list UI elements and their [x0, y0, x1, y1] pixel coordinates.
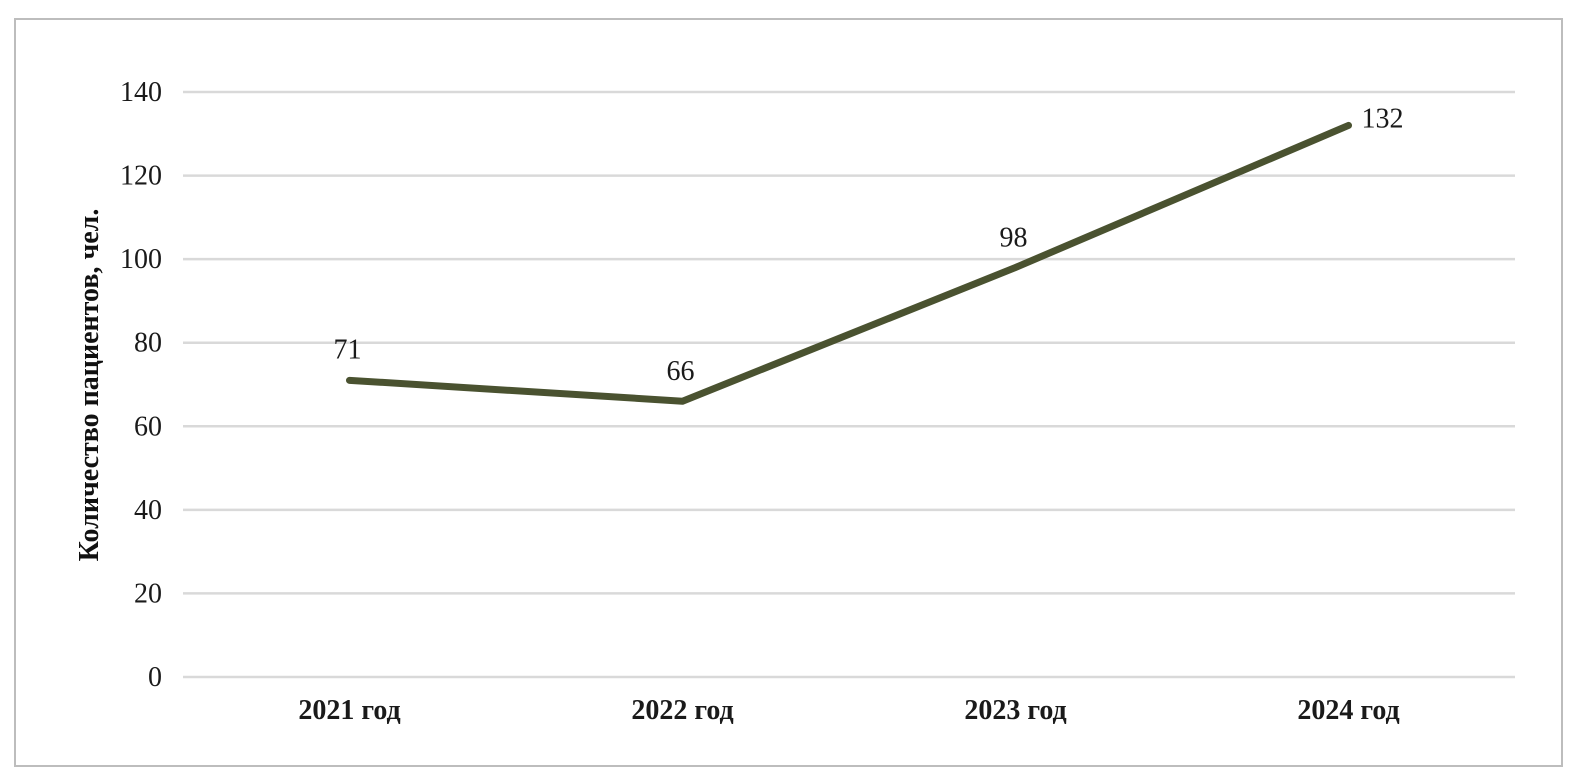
y-tick-label: 40	[134, 495, 162, 526]
x-category-label: 2023 год	[964, 695, 1066, 726]
data-point-label: 98	[1000, 223, 1028, 254]
y-tick-label: 60	[134, 411, 162, 442]
x-category-label: 2024 год	[1297, 695, 1399, 726]
series-line	[346, 121, 1352, 405]
y-tick-label: 100	[120, 244, 162, 275]
data-point-label: 71	[334, 334, 362, 365]
y-tick-label: 20	[134, 578, 162, 609]
data-point-label: 132	[1362, 103, 1404, 134]
y-tick-label: 140	[120, 77, 162, 108]
y-tick-label: 120	[120, 161, 162, 192]
data-point-label: 66	[667, 356, 695, 387]
y-tick-label: 0	[148, 662, 162, 693]
x-category-label: 2022 год	[631, 695, 733, 726]
x-category-label: 2021 год	[298, 695, 400, 726]
y-tick-label: 80	[134, 328, 162, 359]
